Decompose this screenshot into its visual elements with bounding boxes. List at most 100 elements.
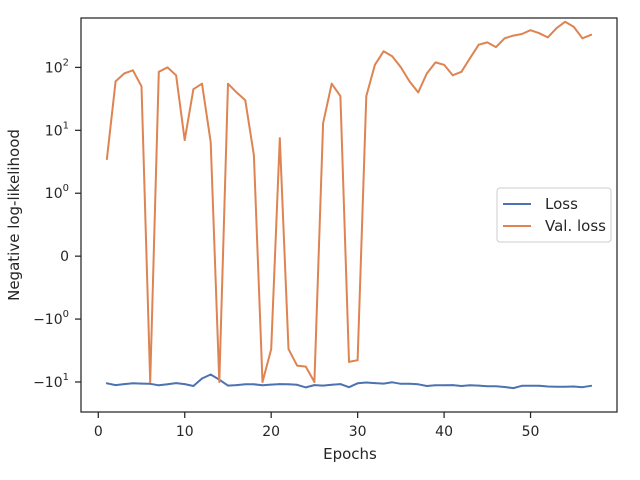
data-point: [365, 95, 368, 97]
data-point: [408, 382, 411, 385]
data-point: [486, 41, 489, 44]
data-point: [425, 385, 428, 387]
data-point: [512, 34, 515, 37]
y-tick-label: 101: [45, 120, 69, 139]
y-tick-label: 102: [45, 57, 69, 76]
data-point: [304, 365, 307, 368]
data-point: [106, 158, 108, 160]
y-tick-label: −101: [33, 372, 69, 391]
data-point: [356, 382, 359, 385]
data-point: [166, 66, 169, 69]
data-point: [503, 37, 506, 40]
data-point: [374, 382, 376, 384]
data-point: [330, 82, 333, 85]
y-tick-label: 0: [60, 249, 69, 265]
data-point: [287, 383, 290, 386]
series-layer: [105, 20, 593, 390]
data-point: [581, 37, 584, 40]
data-point: [443, 63, 445, 66]
data-point: [348, 361, 350, 363]
data-point: [339, 95, 342, 97]
x-tick-label: 30: [349, 424, 367, 440]
data-point: [278, 137, 281, 140]
data-point: [512, 387, 515, 389]
data-point: [451, 384, 454, 386]
data-point: [114, 80, 117, 83]
data-point: [590, 384, 592, 387]
data-point: [408, 80, 411, 83]
data-point: [555, 27, 558, 30]
data-point: [460, 70, 463, 73]
data-point: [123, 72, 126, 75]
data-point: [529, 29, 532, 32]
data-point: [382, 382, 385, 385]
x-axis-label: Epochs: [323, 445, 377, 463]
data-point: [417, 91, 420, 94]
data-point: [546, 36, 549, 39]
data-point: [201, 377, 203, 380]
data-point: [546, 385, 549, 388]
data-point: [253, 154, 255, 157]
data-point: [451, 74, 454, 77]
data-point: [166, 383, 169, 386]
x-tick-label: 0: [94, 424, 103, 440]
data-point: [538, 384, 541, 387]
data-point: [131, 69, 134, 72]
data-point: [495, 385, 497, 388]
data-point: [322, 384, 324, 387]
data-point: [417, 383, 420, 386]
data-point: [157, 384, 160, 387]
data-point: [529, 384, 532, 387]
legend-label: Loss: [545, 195, 578, 213]
data-point: [140, 85, 143, 88]
data-point: [443, 384, 445, 387]
data-point: [564, 20, 567, 23]
data-point: [572, 26, 575, 28]
data-point: [270, 348, 273, 350]
data-point: [175, 382, 177, 384]
data-point: [149, 381, 152, 383]
data-point: [581, 386, 584, 389]
data-point: [192, 88, 195, 91]
data-point: [572, 385, 575, 388]
data-point: [304, 386, 307, 389]
data-point: [253, 383, 255, 386]
data-point: [521, 384, 523, 387]
data-point: [140, 382, 143, 385]
data-point: [278, 383, 281, 385]
data-point: [469, 384, 471, 387]
data-point: [296, 364, 299, 367]
data-point: [374, 63, 376, 66]
data-point: [391, 381, 394, 384]
data-point: [434, 384, 437, 387]
data-point: [469, 57, 471, 60]
data-point: [313, 384, 316, 386]
data-point: [486, 385, 489, 388]
data-point: [244, 99, 247, 102]
data-point: [495, 46, 497, 49]
data-point: [218, 381, 221, 383]
x-tick-label: 40: [435, 424, 453, 440]
x-tick-label: 20: [262, 424, 280, 440]
data-point: [339, 383, 342, 385]
x-tick-label: 10: [176, 424, 194, 440]
data-point: [391, 55, 394, 58]
data-point: [330, 383, 333, 386]
data-point: [235, 384, 238, 386]
data-point: [425, 72, 428, 75]
data-point: [399, 382, 402, 385]
data-point: [521, 33, 523, 35]
data-point: [235, 91, 238, 94]
data-point: [555, 385, 558, 388]
data-point: [287, 348, 290, 350]
data-point: [209, 141, 212, 143]
data-point: [356, 359, 359, 362]
y-tick-label: 100: [45, 183, 69, 202]
data-point: [183, 383, 186, 385]
data-point: [322, 122, 324, 125]
axes-layer: 0 10 20 30 40 50 102 101 100 0 −100 −101: [33, 17, 618, 440]
data-point: [175, 74, 177, 77]
data-point: [434, 61, 437, 64]
data-point: [382, 50, 385, 53]
